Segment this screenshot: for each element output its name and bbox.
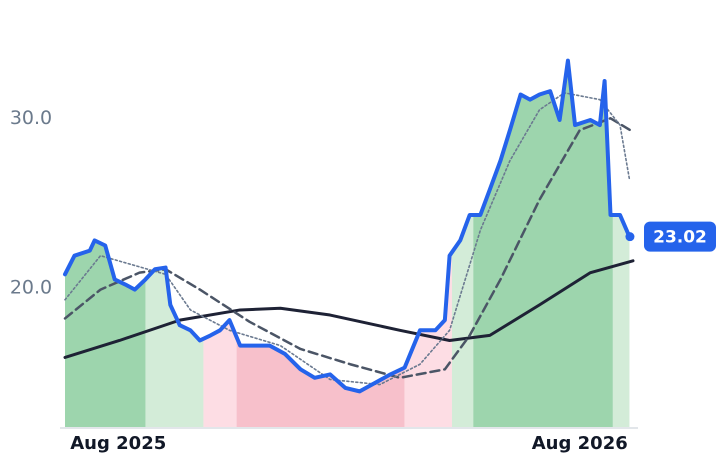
last-value-badge bbox=[644, 221, 716, 252]
x-tick-label: Aug 2026 bbox=[532, 433, 628, 454]
zone-band bbox=[145, 60, 204, 427]
y-tick-label: 30.0 bbox=[10, 107, 52, 129]
zone-band bbox=[65, 60, 146, 427]
x-tick-label: Aug 2025 bbox=[70, 433, 166, 454]
y-tick-label: 20.0 bbox=[10, 276, 52, 298]
last-point bbox=[625, 232, 635, 242]
zone-band bbox=[473, 60, 613, 427]
zone-band bbox=[404, 60, 452, 427]
last-value-label: 23.02 bbox=[653, 228, 707, 248]
zone-band bbox=[236, 60, 405, 427]
zone-band bbox=[451, 60, 474, 427]
zone-band bbox=[203, 60, 237, 427]
price-line bbox=[63, 58, 632, 394]
bands bbox=[65, 60, 630, 427]
average-line bbox=[63, 259, 635, 359]
